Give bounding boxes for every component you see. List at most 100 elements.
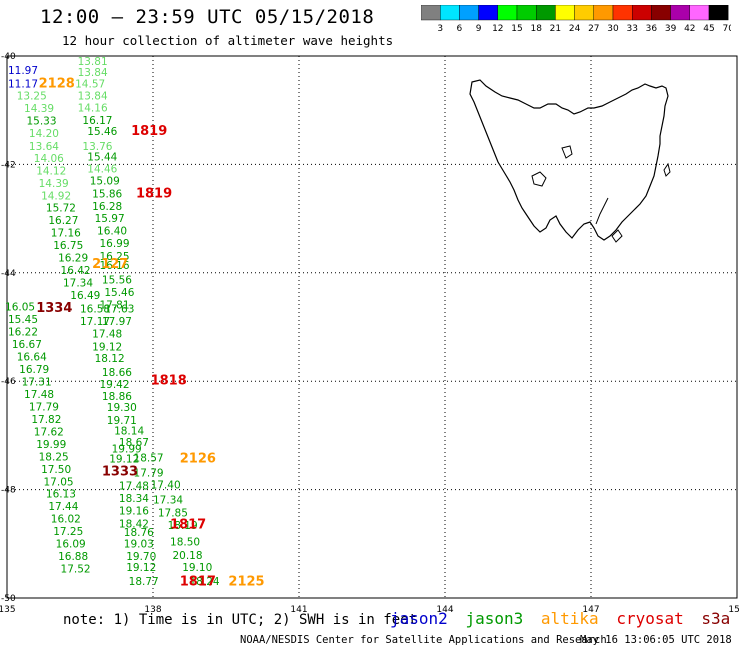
satellite-pass-label: 2127 — [92, 257, 128, 272]
wave-height-value: 14.57 — [75, 78, 105, 90]
wave-height-value: 15.44 — [87, 152, 117, 164]
wave-height-value: 18.25 — [39, 451, 69, 463]
wave-height-value: 16.13 — [46, 489, 76, 501]
wave-height-value: 16.67 — [12, 339, 42, 351]
bruny-island — [611, 229, 623, 243]
wave-height-value: 17.16 — [51, 227, 81, 239]
wave-height-value: 13.84 — [78, 90, 108, 102]
footnote: note: 1) Time is in UTC; 2) SWH is in fe… — [63, 612, 418, 628]
wave-height-value: 17.63 — [104, 303, 134, 315]
lon-tick-label: 135 — [0, 605, 16, 615]
legend-jason2: jason2 — [390, 609, 448, 628]
satellite-pass-labels: 2128 1819 1819 2127 1334 1818 2126 1333 1817 1817… — [36, 76, 264, 589]
colorbar-label: 18 — [530, 24, 542, 34]
maria-island — [663, 162, 671, 177]
wave-height-value: 15.97 — [95, 213, 125, 225]
lon-tick-label: 138 — [144, 605, 161, 615]
wave-height-value: 15.46 — [87, 126, 117, 138]
wave-height-value: 11.97 — [8, 65, 38, 77]
wave-height-value: 16.64 — [17, 352, 47, 364]
lon-tick-label: 150 — [728, 605, 740, 615]
wave-height-value: 16.05 — [5, 302, 35, 314]
wave-height-value: 19.71 — [107, 415, 137, 427]
color-scale-bar: 36912151821242730333639424570(ft) — [421, 5, 731, 34]
wave-height-value: 18.67 — [119, 437, 149, 449]
wave-height-value: 14.92 — [41, 191, 71, 203]
wave-height-value: 17.97 — [102, 316, 132, 328]
wave-height-value: 14.20 — [29, 128, 59, 140]
page-subtitle: 12 hour collection of altimeter wave hei… — [62, 33, 394, 48]
wave-height-value: 19.12 — [126, 562, 156, 574]
wave-height-value: 17.44 — [48, 501, 78, 513]
colorbar-label: 45 — [703, 24, 714, 34]
colorbar-label: 24 — [569, 24, 581, 34]
generated-timestamp: May 16 13:06:05 UTC 2018 — [580, 634, 732, 646]
wave-height-value: 15.09 — [90, 175, 120, 187]
wave-height-value: 17.40 — [151, 480, 181, 492]
colorbar-swatch — [708, 5, 729, 21]
wave-height-value: 18.50 — [170, 536, 200, 548]
wave-height-value: 19.16 — [119, 506, 149, 518]
wave-height-value: 17.52 — [61, 564, 91, 576]
wave-height-value: 19.10 — [182, 562, 212, 574]
satellite-legend: jason2 jason3 altika cryosat s3a — [390, 609, 738, 628]
satellite-pass-label: 1819 — [136, 186, 172, 201]
wave-height-value: 14.12 — [36, 166, 66, 178]
colorbar-label: 27 — [588, 24, 599, 34]
colorbar-label: 6 — [457, 24, 463, 34]
wave-height-value: 11.17 — [8, 78, 38, 90]
wave-height-value: 19.12 — [109, 454, 139, 466]
wave-height-value: 16.88 — [58, 551, 88, 563]
lat-tick-label: -40 — [1, 52, 16, 62]
satellite-pass-label: 1817 — [170, 518, 206, 533]
wave-height-value: 14.46 — [87, 164, 117, 176]
tasmania-lake-2 — [561, 145, 573, 159]
satellite-pass-label: 1334 — [36, 301, 72, 316]
lon-tick-label: 141 — [290, 605, 307, 615]
wave-height-value: 14.16 — [78, 102, 108, 114]
wave-height-value: 16.29 — [58, 252, 88, 264]
satellite-pass-label: 1817 — [180, 575, 216, 590]
colorbar-label: 36 — [646, 24, 658, 34]
wave-height-value: 16.22 — [8, 327, 38, 339]
wave-height-value: 15.86 — [92, 188, 122, 200]
wave-height-value: 19.42 — [99, 379, 129, 391]
wave-height-value: 18.19 — [168, 520, 198, 532]
wave-height-value: 17.82 — [31, 414, 61, 426]
wave-height-value: 17.79 — [29, 401, 59, 413]
colorbar-label: 15 — [511, 24, 522, 34]
wave-height-value: 18.86 — [102, 391, 132, 403]
wave-height-value: 17.34 — [153, 495, 183, 507]
lon-tick-label: 144 — [436, 605, 453, 615]
wave-height-value: 18.57 — [134, 452, 164, 464]
colorbar-label: 21 — [550, 24, 561, 34]
wave-height-value: 15.72 — [46, 203, 76, 215]
wave-height-value: 15.33 — [26, 115, 56, 127]
tasmania-lake-1 — [531, 171, 547, 187]
wave-height-value: 16.42 — [61, 265, 91, 277]
wave-height-value: 19.03 — [124, 539, 154, 551]
legend-s3a: s3a — [701, 609, 731, 628]
colorbar-label: 9 — [476, 24, 482, 34]
wave-height-value: 14.39 — [24, 103, 54, 115]
wave-height-value: 17.34 — [63, 277, 93, 289]
wave-height-value: 18.76 — [124, 527, 154, 539]
tasmania-coastline — [469, 79, 669, 241]
satellite-pass-label: 2128 — [39, 76, 75, 91]
wave-height-value: 16.28 — [92, 201, 122, 213]
wave-height-value: 16.16 — [99, 260, 129, 272]
wave-height-value: 19.12 — [92, 341, 122, 353]
wave-height-value: 13.25 — [17, 90, 47, 102]
wave-height-value: 17.31 — [22, 377, 52, 389]
wave-height-value: 18.24 — [190, 576, 220, 588]
wave-height-value: 19.70 — [126, 551, 156, 563]
map-frame — [6, 55, 738, 599]
wave-height-value: 17.48 — [92, 328, 122, 340]
lat-tick-label: -48 — [1, 486, 16, 496]
wave-height-value: 16.17 — [82, 115, 112, 127]
wave-height-value: 19.99 — [112, 444, 142, 456]
wave-height-value: 17.85 — [158, 508, 188, 520]
wave-height-value: 16.99 — [99, 238, 129, 250]
page-title: 12:00 – 23:59 UTC 05/15/2018 — [40, 6, 375, 28]
wave-height-value: 18.34 — [119, 493, 149, 505]
